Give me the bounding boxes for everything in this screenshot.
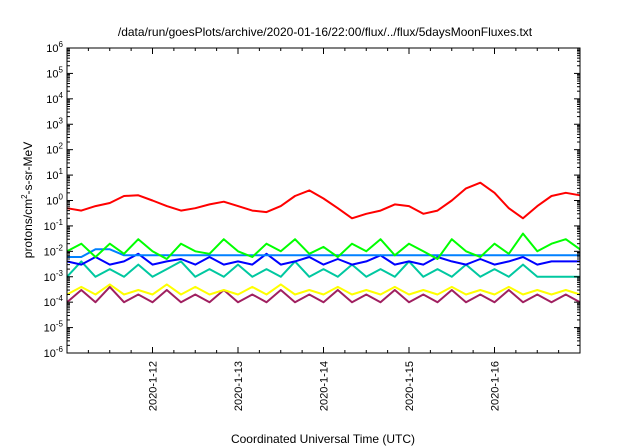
y-tick-base: 10 (46, 68, 58, 80)
y-tick-base: 10 (46, 196, 58, 208)
y-axis-label: protons/cm2-s-sr-MeV (20, 142, 35, 258)
y-tick-label: 104 (46, 91, 63, 106)
y-tick-base: 10 (46, 43, 58, 55)
y-tick-label: 106 (46, 40, 63, 55)
y-tick-exp: -3 (56, 269, 64, 278)
y-tick-exp: -6 (56, 345, 64, 354)
x-tick-label: 2020-1-14 (319, 361, 331, 411)
y-tick-base: 10 (46, 145, 58, 157)
y-tick-base: 10 (44, 221, 56, 233)
y-tick-base: 10 (46, 119, 58, 131)
series-line-2 (67, 248, 580, 258)
y-tick-label: 100 (46, 193, 63, 208)
y-tick-exp: 0 (59, 193, 64, 202)
y-tick-label: 10-5 (44, 320, 64, 335)
series-line-1 (66, 232, 581, 260)
y-tick-base: 10 (46, 170, 58, 182)
y-tick-exp: 3 (59, 116, 64, 125)
plot-frame (66, 47, 581, 354)
y-tick-label: 102 (46, 142, 63, 157)
y-axis: 10-610-510-410-310-210-11001011021031041… (44, 40, 580, 360)
y-tick-base: 10 (44, 246, 56, 258)
series-line-6 (66, 285, 581, 304)
y-tick-base: 10 (46, 94, 58, 106)
y-tick-label: 10-1 (44, 218, 64, 233)
y-tick-exp: 2 (59, 142, 64, 151)
series-layer (66, 181, 581, 304)
x-axis-label: Coordinated Universal Time (UTC) (231, 432, 415, 446)
y-tick-label: 103 (46, 116, 63, 131)
x-tick-label: 2020-1-13 (233, 361, 245, 411)
chart-title: /data/run/goesPlots/archive/2020-01-16/2… (118, 25, 533, 39)
x-tick-label: 2020-1-16 (490, 361, 502, 411)
y-axis-label-suffix: -s-sr-MeV (21, 142, 35, 195)
y-tick-base: 10 (44, 348, 56, 360)
series-line-4 (66, 260, 580, 278)
y-tick-exp: -5 (56, 320, 64, 329)
y-tick-exp: -4 (56, 294, 64, 303)
y-axis-label-sup: 2 (20, 194, 29, 199)
y-tick-exp: 6 (59, 40, 64, 49)
series-line-0 (66, 181, 581, 220)
y-tick-exp: 1 (59, 167, 64, 176)
y-tick-exp: 5 (59, 65, 64, 74)
series-line-5 (66, 283, 581, 296)
y-tick-label: 10-6 (44, 345, 64, 360)
y-tick-label: 10-3 (44, 269, 64, 284)
x-tick-label: 2020-1-15 (404, 361, 416, 411)
y-tick-exp: -1 (56, 218, 64, 227)
y-tick-exp: 4 (59, 91, 64, 100)
y-tick-base: 10 (44, 297, 56, 309)
y-tick-exp: -2 (56, 243, 64, 252)
y-tick-label: 10-4 (44, 294, 64, 309)
y-tick-base: 10 (44, 323, 56, 335)
x-tick-label: 2020-1-12 (148, 361, 160, 411)
x-axis: 2020-1-12 2020-1-13 2020-1-14 2020-1-15 2020… (66, 48, 581, 411)
y-tick-label: 105 (46, 65, 63, 80)
series-line-3 (66, 252, 580, 266)
y-axis-label-prefix: protons/cm (21, 199, 35, 258)
y-tick-base: 10 (44, 272, 56, 284)
y-tick-label: 10-2 (44, 243, 64, 258)
y-tick-label: 101 (46, 167, 63, 182)
